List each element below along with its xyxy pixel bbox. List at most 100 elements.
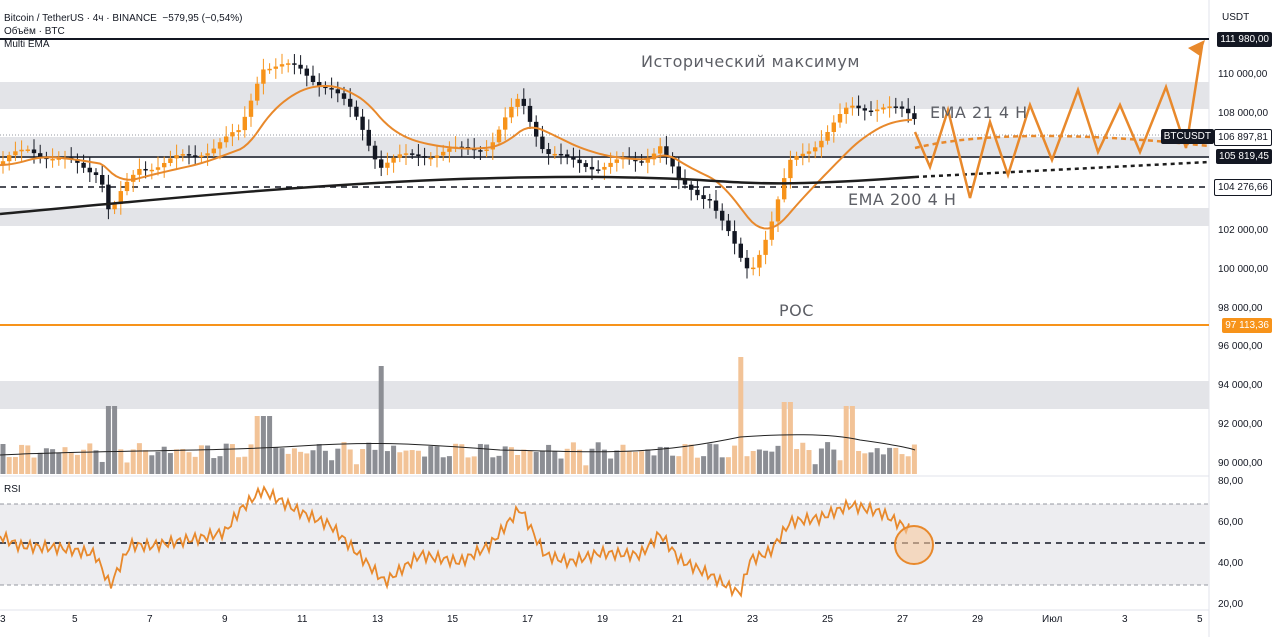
candle-body [868,110,874,113]
rsi-legend[interactable]: RSI [4,484,21,495]
price-axis-label: 94 000,00 [1218,380,1263,391]
candle-body [806,151,812,154]
volume-bar [409,450,415,474]
candle-body [292,63,297,65]
volume-bar [167,453,173,474]
volume-bar [880,454,886,474]
volume-bar [304,453,310,474]
volume-bar [533,452,539,474]
volume-bar [521,449,527,474]
candle-body [335,89,340,94]
support-resistance-zone [0,381,1209,409]
volume-bar [254,416,260,474]
candle-body [422,156,427,158]
candle-body [856,105,861,109]
volume-bar [353,464,359,474]
volume-bar [62,447,68,474]
volume-bar [657,446,663,474]
level-price-tag[interactable]: 104 276,66 [1213,179,1272,196]
rsi-axis-label: 40,00 [1218,558,1244,569]
candle-body [596,169,601,171]
candle-body [577,159,582,164]
current-price-tag[interactable]: 106 897,81 [1213,129,1272,146]
time-axis-label: 5 [1197,614,1203,625]
candle-body [831,122,836,132]
volume-bar [465,457,471,474]
volume-bar [50,449,56,474]
volume-bar [143,450,149,474]
candle-body [844,107,849,115]
candle-body [899,106,905,109]
ema200-line [0,175,916,216]
ema200-projection [914,160,1210,179]
volume-bar [310,450,316,474]
candle-body [118,191,123,205]
candle-body [546,149,551,155]
symbol-price-tag[interactable]: BTCUSDT [1160,129,1214,144]
volume-legend[interactable]: Объём · BTC [4,26,65,37]
volume-bar [589,448,595,474]
volume-bar [905,456,911,474]
candle-body [645,159,650,163]
candle-body [348,98,353,107]
volume-bar [384,451,390,474]
volume-bar [453,443,459,474]
volume-bar [701,456,707,474]
volume-bar [564,448,570,474]
volume-bar [136,443,142,474]
volume-bar [595,442,601,474]
candle-body [744,257,750,269]
volume-bar [893,447,899,474]
candle-body [0,161,6,166]
ath-price-tag[interactable]: 111 980,00 [1217,32,1272,47]
volume-bar [87,443,93,474]
candle-body [558,153,564,156]
volume-bar [415,450,421,474]
volume-bar [378,366,384,474]
candle-body [713,200,719,211]
volume-bar [601,449,607,474]
candle-body [726,220,731,232]
poc-price-tag[interactable]: 97 113,36 [1222,318,1272,333]
support-resistance-zone [0,82,1209,109]
volume-bar [911,444,917,474]
volume-bar [198,445,204,474]
forecast-zigzag [913,45,1204,199]
volume-bar [81,449,87,474]
volume-bar [298,451,304,474]
candle-body [732,231,737,244]
symbol-legend[interactable]: Bitcoin / TetherUS · 4ч · BINANCE −579,9… [4,12,242,51]
volume-bar [93,450,99,474]
volume-bar [403,450,409,474]
candle-body [304,68,309,76]
volume-bar [74,454,80,474]
candle-body [837,114,843,123]
level-price-tag[interactable]: 105 819,45 [1215,149,1272,164]
volume-bar [502,446,508,474]
poc-annotation: POC [779,301,814,320]
volume-bar [124,462,130,474]
volume-bar [31,457,37,474]
axis-currency[interactable]: USDT [1222,12,1250,23]
volume-bar [205,445,211,474]
support-resistance-zone [0,208,1209,226]
price-axis-label: 90 000,00 [1218,458,1263,469]
candle-body [527,105,533,122]
candle-body [819,140,824,148]
candle-body [87,167,92,173]
candle-body [286,63,291,65]
symbol-title[interactable]: Bitcoin / TetherUS · 4ч · BINANCE [4,13,157,24]
volume-bar [496,455,502,474]
volume-bar [626,451,632,474]
candle-body [379,159,384,168]
volume-bar [719,457,725,474]
candle-body [186,154,192,156]
candle-body [366,129,371,146]
volume-bar [831,449,837,474]
candle-body [534,121,539,137]
volume-bar [676,456,682,474]
indicator-legend[interactable]: Multi EMA [4,39,50,50]
candle-body [106,184,111,210]
